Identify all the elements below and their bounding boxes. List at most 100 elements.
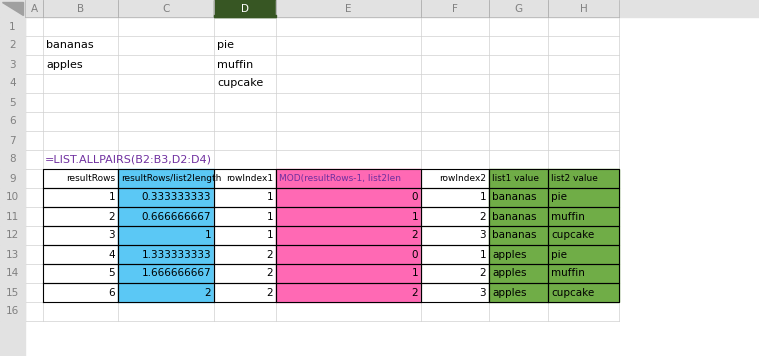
Bar bbox=[489, 264, 548, 283]
Bar bbox=[276, 283, 421, 302]
Bar bbox=[276, 245, 421, 264]
Bar bbox=[43, 264, 118, 283]
Text: resultRows: resultRows bbox=[66, 174, 115, 183]
Bar bbox=[0, 36, 25, 55]
Text: 13: 13 bbox=[6, 250, 19, 260]
Text: bananas: bananas bbox=[492, 193, 537, 203]
Text: 1: 1 bbox=[411, 211, 418, 221]
Text: apples: apples bbox=[492, 250, 527, 260]
Bar bbox=[214, 283, 276, 302]
Bar bbox=[489, 169, 548, 188]
Bar bbox=[276, 207, 421, 226]
Text: 1: 1 bbox=[266, 193, 273, 203]
Bar bbox=[214, 0, 276, 17]
Bar bbox=[421, 0, 489, 17]
Bar bbox=[0, 150, 25, 169]
Text: 1: 1 bbox=[266, 230, 273, 241]
Text: B: B bbox=[77, 4, 84, 14]
Text: muffin: muffin bbox=[551, 211, 585, 221]
Text: 16: 16 bbox=[6, 307, 19, 316]
Bar bbox=[489, 0, 548, 17]
Bar bbox=[0, 302, 25, 321]
Bar bbox=[118, 245, 214, 264]
Text: 3: 3 bbox=[9, 59, 16, 69]
Text: H: H bbox=[580, 4, 587, 14]
Text: 2: 2 bbox=[480, 268, 486, 278]
Bar bbox=[0, 283, 25, 302]
Text: bananas: bananas bbox=[492, 230, 537, 241]
Bar bbox=[548, 188, 619, 207]
Bar bbox=[489, 226, 548, 245]
Text: pie: pie bbox=[551, 193, 567, 203]
Text: 0: 0 bbox=[411, 193, 418, 203]
Text: 1: 1 bbox=[204, 230, 211, 241]
Bar bbox=[548, 169, 619, 188]
Bar bbox=[214, 207, 276, 226]
Bar bbox=[0, 264, 25, 283]
Bar bbox=[43, 245, 118, 264]
Bar bbox=[43, 188, 118, 207]
Text: 8: 8 bbox=[9, 155, 16, 164]
Text: 2: 2 bbox=[109, 211, 115, 221]
Bar bbox=[276, 169, 421, 188]
Text: 5: 5 bbox=[109, 268, 115, 278]
Text: G: G bbox=[515, 4, 522, 14]
Bar bbox=[421, 245, 489, 264]
Text: E: E bbox=[345, 4, 351, 14]
Bar bbox=[0, 245, 25, 264]
Text: 9: 9 bbox=[9, 173, 16, 183]
Bar bbox=[214, 226, 276, 245]
Text: 7: 7 bbox=[9, 136, 16, 146]
Text: pie: pie bbox=[551, 250, 567, 260]
Text: rowIndex2: rowIndex2 bbox=[439, 174, 486, 183]
Bar bbox=[43, 207, 118, 226]
Bar bbox=[421, 264, 489, 283]
Text: pie: pie bbox=[217, 41, 234, 51]
Bar bbox=[421, 226, 489, 245]
Text: bananas: bananas bbox=[492, 211, 537, 221]
Bar bbox=[0, 55, 25, 74]
Text: 5: 5 bbox=[9, 98, 16, 108]
Bar bbox=[0, 188, 25, 207]
Text: 10: 10 bbox=[6, 193, 19, 203]
Text: 3: 3 bbox=[480, 230, 486, 241]
Text: 14: 14 bbox=[6, 268, 19, 278]
Text: list1 value: list1 value bbox=[492, 174, 539, 183]
Text: cupcake: cupcake bbox=[551, 230, 594, 241]
Bar bbox=[118, 0, 214, 17]
Text: MOD(resultRows-1, list2len: MOD(resultRows-1, list2len bbox=[279, 174, 401, 183]
Bar bbox=[421, 207, 489, 226]
Text: 2: 2 bbox=[480, 211, 486, 221]
Bar bbox=[0, 131, 25, 150]
Bar bbox=[214, 245, 276, 264]
Bar bbox=[421, 283, 489, 302]
Bar bbox=[118, 283, 214, 302]
Text: 1: 1 bbox=[480, 193, 486, 203]
Text: 0.333333333: 0.333333333 bbox=[141, 193, 211, 203]
Bar bbox=[25, 0, 43, 17]
Text: 2: 2 bbox=[9, 41, 16, 51]
Bar bbox=[43, 226, 118, 245]
Bar bbox=[43, 0, 118, 17]
Bar bbox=[548, 0, 619, 17]
Bar bbox=[118, 207, 214, 226]
Bar bbox=[276, 226, 421, 245]
Bar bbox=[548, 283, 619, 302]
Text: 0.666666667: 0.666666667 bbox=[141, 211, 211, 221]
Text: 4: 4 bbox=[109, 250, 115, 260]
Text: F: F bbox=[452, 4, 458, 14]
Text: 3: 3 bbox=[109, 230, 115, 241]
Text: list2 value: list2 value bbox=[551, 174, 598, 183]
Bar bbox=[118, 188, 214, 207]
Bar bbox=[548, 245, 619, 264]
Bar bbox=[276, 0, 421, 17]
Bar bbox=[0, 226, 25, 245]
Bar bbox=[0, 0, 759, 17]
Text: 4: 4 bbox=[9, 79, 16, 89]
Bar bbox=[118, 264, 214, 283]
Polygon shape bbox=[2, 2, 23, 15]
Text: muffin: muffin bbox=[551, 268, 585, 278]
Bar bbox=[0, 207, 25, 226]
Bar bbox=[0, 74, 25, 93]
Bar bbox=[118, 226, 214, 245]
